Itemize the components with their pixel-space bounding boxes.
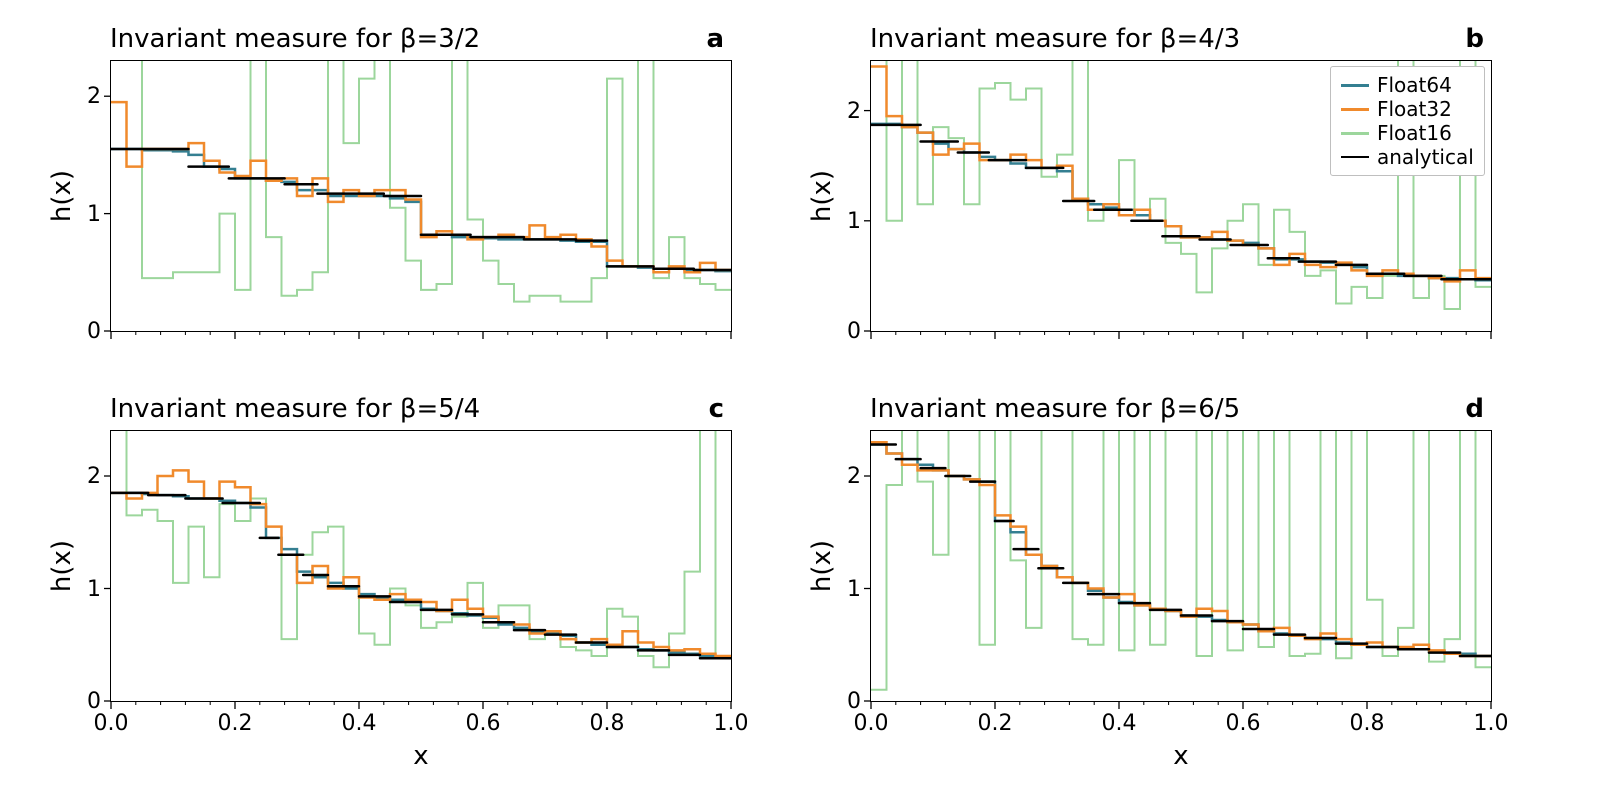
panel-letter: c: [709, 394, 724, 424]
xtick-label: 0.0: [87, 711, 135, 736]
legend-swatch: [1341, 132, 1369, 135]
panel-letter: d: [1465, 394, 1484, 424]
ytick-label: 0: [73, 319, 101, 344]
panel-title: Invariant measure for β=6/5: [870, 394, 1240, 424]
xtick-label: 0.4: [1095, 711, 1143, 736]
panel-a: Invariant measure for β=3/2ah(x)012: [110, 60, 730, 330]
series-float16: [111, 49, 731, 301]
ytick-label: 2: [833, 464, 861, 489]
series-float32: [871, 442, 1491, 656]
xtick-label: 1.0: [1467, 711, 1515, 736]
legend-item: Float64: [1341, 73, 1474, 97]
legend-swatch: [1341, 108, 1369, 111]
panel-title: Invariant measure for β=4/3: [870, 24, 1240, 54]
legend: Float64Float32Float16analytical: [1330, 66, 1485, 176]
legend-label: analytical: [1377, 145, 1474, 169]
panel-c: Invariant measure for β=5/4ch(x)0120.00.…: [110, 430, 730, 700]
plot-area: 0120.00.20.40.60.81.0x: [110, 430, 732, 702]
xtick-label: 0.8: [583, 711, 631, 736]
ytick-label: 2: [73, 84, 101, 109]
ytick-label: 2: [73, 464, 101, 489]
legend-label: Float32: [1377, 97, 1452, 121]
panel-letter: b: [1465, 24, 1484, 54]
plot-area: 012: [110, 60, 732, 332]
xtick-label: 0.8: [1343, 711, 1391, 736]
ytick-label: 1: [73, 577, 101, 602]
panel-d: Invariant measure for β=6/5dh(x)0120.00.…: [870, 430, 1490, 700]
plot-svg: [111, 61, 731, 331]
ytick-label: 2: [833, 99, 861, 124]
plot-area: 0120.00.20.40.60.81.0x: [870, 430, 1492, 702]
xtick-label: 0.6: [459, 711, 507, 736]
figure: Invariant measure for β=3/2ah(x)012 Inva…: [0, 0, 1600, 800]
legend-label: Float64: [1377, 73, 1452, 97]
legend-item: analytical: [1341, 145, 1474, 169]
series-analytical: [871, 445, 1491, 657]
plot-svg: [871, 431, 1491, 701]
legend-item: Float32: [1341, 97, 1474, 121]
xtick-label: 0.6: [1219, 711, 1267, 736]
x-axis-label: x: [1161, 741, 1201, 771]
xtick-label: 0.2: [211, 711, 259, 736]
xtick-label: 0.2: [971, 711, 1019, 736]
x-axis-label: x: [401, 741, 441, 771]
ytick-label: 1: [833, 209, 861, 234]
legend-item: Float16: [1341, 121, 1474, 145]
panel-letter: a: [706, 24, 724, 54]
panel-title: Invariant measure for β=3/2: [110, 24, 480, 54]
ytick-label: 1: [73, 202, 101, 227]
panel-title: Invariant measure for β=5/4: [110, 394, 480, 424]
plot-svg: [111, 431, 731, 701]
legend-label: Float16: [1377, 121, 1452, 145]
legend-swatch: [1341, 156, 1369, 158]
xtick-label: 0.0: [847, 711, 895, 736]
legend-swatch: [1341, 84, 1369, 87]
xtick-label: 1.0: [707, 711, 755, 736]
ytick-label: 0: [833, 319, 861, 344]
ytick-label: 1: [833, 577, 861, 602]
xtick-label: 0.4: [335, 711, 383, 736]
